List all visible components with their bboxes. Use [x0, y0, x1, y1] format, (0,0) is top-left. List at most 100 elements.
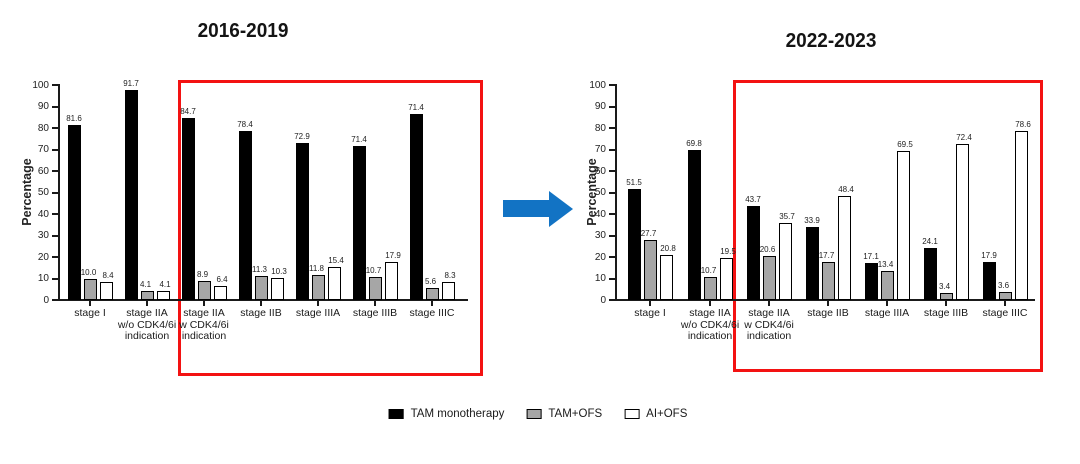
- bar-ai-ofs: [719, 258, 733, 300]
- y-tick-mark: [609, 213, 615, 215]
- y-tick-label: 90: [594, 101, 606, 112]
- bar-value-label: 17.7: [818, 250, 835, 260]
- y-tick-label: 90: [37, 101, 49, 112]
- bar-value-label: 10.7: [365, 265, 382, 275]
- y-tick-label: 100: [32, 79, 49, 91]
- x-axis-label: stage I: [74, 307, 106, 319]
- bar-value-label: 84.7: [180, 106, 196, 116]
- legend-label: AI+OFS: [646, 408, 688, 420]
- bar-tam-ofs: [880, 271, 894, 300]
- bar-value-label: 8.4: [102, 270, 114, 280]
- bar-tam-ofs: [703, 276, 717, 300]
- bar-value-label: 11.3: [252, 264, 267, 274]
- bar-value-label: 8.3: [444, 271, 456, 281]
- y-tick-mark: [609, 127, 615, 129]
- bar-value-label: 8.9: [196, 269, 209, 279]
- x-axis-label: stage IIA w/o CDK4/6i indication: [680, 307, 740, 342]
- bar-ai-ofs: [327, 266, 341, 300]
- y-tick-mark: [609, 256, 615, 258]
- bar-value-label: 72.9: [294, 132, 310, 142]
- y-tick-label: 80: [37, 122, 49, 134]
- x-axis-label: stage IIIB: [352, 307, 398, 319]
- y-tick-label: 40: [594, 208, 606, 220]
- y-tick-label: 10: [594, 273, 606, 284]
- y-tick-mark: [52, 170, 58, 172]
- y-tick-mark: [609, 191, 615, 194]
- bar-tam-ofs: [197, 280, 211, 300]
- y-tick-label: 60: [37, 165, 49, 177]
- y-tick-mark: [52, 299, 58, 301]
- y-tick-mark: [609, 299, 615, 301]
- bar-tam-ofs: [643, 240, 657, 300]
- bar-value-label: 13.4: [877, 260, 894, 270]
- bar-tam-monotherapy: [687, 149, 701, 300]
- chart-title-2022-2023: 2022-2023: [785, 30, 877, 52]
- y-tick-label: 50: [594, 187, 606, 198]
- legend-item-ai-ofs: AI+OFS: [624, 408, 687, 420]
- bar-tam-monotherapy: [238, 131, 252, 300]
- bar-tam-ofs: [311, 274, 325, 300]
- y-tick-label: 20: [594, 251, 606, 263]
- bar-value-label: 4.1: [139, 280, 152, 290]
- bar-tam-ofs: [254, 275, 268, 300]
- bar-tam-ofs: [425, 287, 439, 300]
- x-axis-label: stage IIIB: [923, 307, 969, 319]
- x-tick-mark: [1004, 301, 1006, 306]
- y-tick-label: 0: [43, 294, 49, 306]
- y-tick-mark: [52, 277, 58, 280]
- y-tick-label: 10: [37, 273, 49, 284]
- bar-value-label: 10.3: [271, 266, 287, 276]
- y-tick-label: 50: [37, 187, 49, 198]
- y-tick-mark: [52, 256, 58, 258]
- y-tick-mark: [609, 148, 615, 151]
- bar-value-label: 20.8: [660, 244, 676, 254]
- bar-value-label: 78.4: [237, 120, 253, 130]
- bar-value-label: 5.6: [424, 276, 437, 286]
- bar-value-label: 17.1: [863, 252, 879, 262]
- bar-tam-ofs: [939, 292, 953, 300]
- bar-ai-ofs: [896, 150, 910, 300]
- y-tick-mark: [52, 148, 58, 151]
- bar-value-label: 33.9: [804, 216, 820, 226]
- x-axis-label: stage IIIA: [864, 307, 910, 319]
- white-swatch-icon: [624, 409, 640, 419]
- x-axis-label: stage IIB: [240, 307, 282, 319]
- x-axis-label: stage I: [634, 307, 666, 319]
- bar-tam-monotherapy: [982, 261, 996, 300]
- bar-ai-ofs: [270, 277, 284, 300]
- bar-value-label: 69.5: [897, 139, 913, 149]
- chart-title-2016-2019: 2016-2019: [197, 20, 289, 42]
- legend: TAM monotherapy TAM+OFS AI+OFS: [388, 408, 687, 420]
- bar-value-label: 81.6: [66, 113, 82, 123]
- x-tick-mark: [649, 301, 651, 306]
- bar-value-label: 71.4: [351, 135, 367, 145]
- x-tick-mark: [886, 301, 888, 306]
- y-tick-label: 30: [594, 230, 606, 241]
- bar-ai-ofs: [384, 261, 398, 300]
- y-tick-mark: [609, 84, 615, 86]
- y-tick-label: 70: [37, 144, 49, 155]
- x-tick-mark: [374, 301, 376, 306]
- x-tick-mark: [709, 301, 711, 306]
- x-tick-mark: [768, 301, 770, 306]
- x-tick-mark: [89, 301, 91, 306]
- bar-tam-monotherapy: [181, 117, 195, 300]
- x-axis-label: stage IIIA: [295, 307, 341, 319]
- bar-tam-ofs: [368, 276, 382, 300]
- bar-ai-ofs: [99, 281, 113, 300]
- legend-item-tam-monotherapy: TAM monotherapy: [388, 408, 504, 420]
- bar-value-label: 17.9: [385, 250, 401, 260]
- y-tick-mark: [52, 191, 58, 194]
- y-tick-mark: [609, 170, 615, 172]
- legend-item-tam-ofs: TAM+OFS: [526, 408, 602, 420]
- bar-value-label: 20.6: [759, 244, 776, 254]
- bar-value-label: 43.7: [745, 195, 761, 205]
- bar-value-label: 24.1: [922, 237, 938, 247]
- y-tick-label: 100: [589, 79, 606, 91]
- x-tick-mark: [827, 301, 829, 306]
- bar-value-label: 11.8: [309, 263, 324, 273]
- bar-ai-ofs: [441, 282, 455, 300]
- arrow-head-icon: [549, 190, 573, 227]
- bar-tam-monotherapy: [67, 124, 81, 300]
